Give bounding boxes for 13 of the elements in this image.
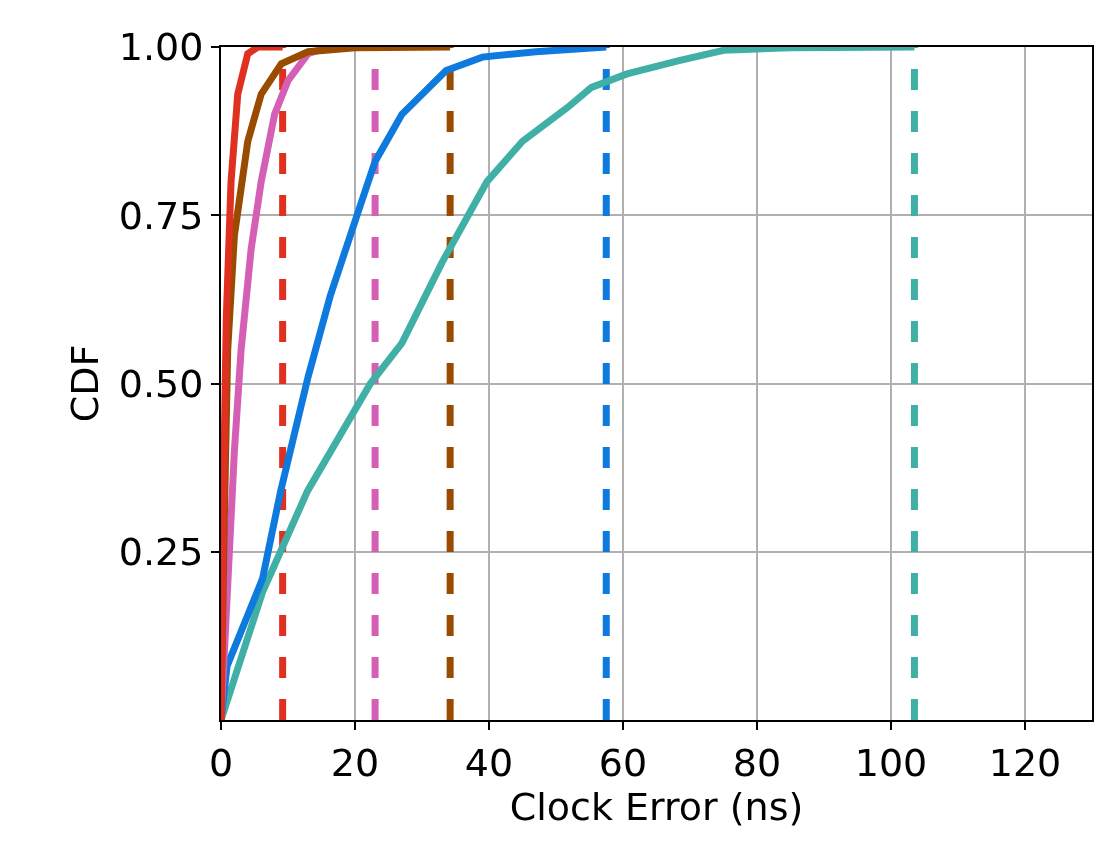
x-tick-label: 40 [464, 740, 514, 785]
y-axis-title: CDF [63, 344, 108, 423]
x-tick-label: 120 [988, 740, 1062, 785]
x-tick-label: 100 [854, 740, 928, 785]
x-tick-label: 60 [598, 740, 648, 785]
x-tick-label: 20 [330, 740, 380, 785]
y-tick-label: 1.00 [118, 25, 204, 70]
x-tick-label: 0 [208, 740, 234, 785]
x-tick-label: 80 [732, 740, 782, 785]
x-axis-title: Clock Error (ns) [509, 784, 804, 829]
y-tick-label: 0.25 [118, 530, 204, 575]
y-tick-label: 0.75 [118, 193, 204, 238]
y-tick-label: 0.50 [118, 361, 204, 406]
